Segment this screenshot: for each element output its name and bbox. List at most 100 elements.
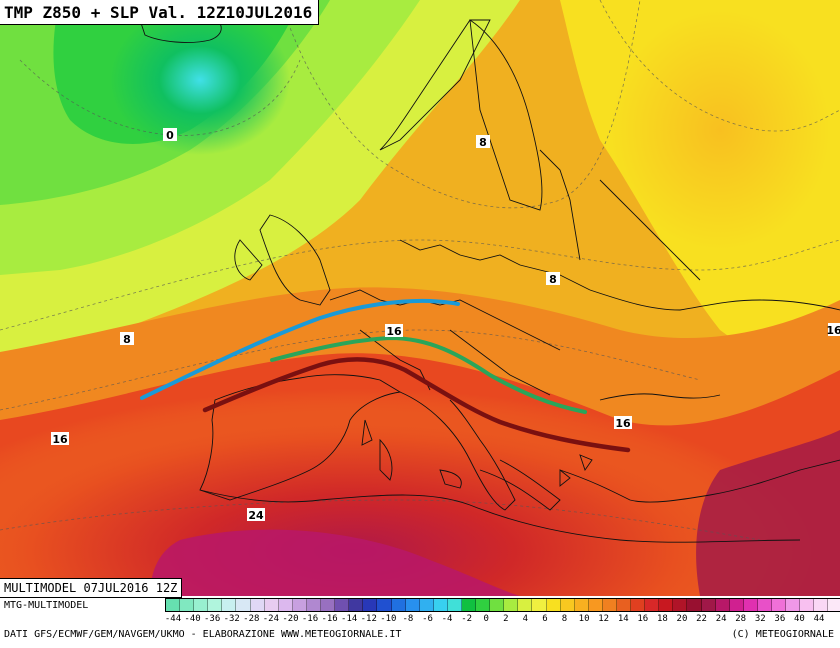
color-swatch	[715, 599, 730, 611]
scale-tick-label: -20	[282, 614, 299, 624]
scale-tick-label: -16	[301, 614, 319, 624]
color-swatch	[292, 599, 307, 611]
color-swatch	[222, 599, 237, 611]
hot-spot-middle-east	[696, 430, 840, 596]
color-swatch	[828, 599, 840, 611]
color-swatch	[560, 599, 575, 611]
scale-tick-label: 18	[656, 614, 668, 624]
svg-text:8: 8	[549, 273, 557, 286]
scale-tick-label: 16	[637, 614, 649, 624]
contour-label: 8	[546, 272, 560, 286]
credits: DATI GFS/ECMWF/GEM/NAVGEM/UKMO - ELABORA…	[4, 629, 402, 640]
color-swatch	[532, 599, 547, 611]
color-swatch	[757, 599, 773, 611]
color-swatch	[321, 599, 336, 611]
map-title: TMP Z850 + SLP Val. 12Z10JUL2016	[0, 0, 320, 25]
scale-tick-label: -12	[360, 614, 377, 624]
scale-tick-label: -36	[204, 614, 221, 624]
darkred-front-line	[202, 357, 631, 453]
copyright: (C) METEOGIORNALE	[731, 629, 834, 640]
color-scale	[165, 598, 840, 612]
color-swatch	[194, 599, 209, 611]
color-swatch	[588, 599, 603, 611]
color-swatch	[236, 599, 251, 611]
model-label: MTG-MULTIMODEL	[4, 600, 89, 611]
color-swatch	[645, 599, 660, 611]
color-swatch	[546, 599, 561, 611]
scale-tick-label: -16	[321, 614, 338, 624]
contour-label: 24	[247, 508, 265, 522]
scale-tick-label: 0	[483, 614, 489, 624]
footer: MTG-MULTIMODEL -44 -40 -36 -32 -28 -24 -20 -16-…	[0, 578, 840, 648]
scale-tick-label: -14	[341, 614, 358, 624]
color-swatch	[786, 599, 801, 611]
color-swatch	[419, 599, 434, 611]
scale-tick-label: -8	[402, 614, 414, 624]
contour-label: 16	[385, 324, 403, 338]
color-swatch	[631, 599, 646, 611]
color-swatch	[659, 599, 674, 611]
cold-core	[110, 5, 290, 155]
hot-spot-africa	[150, 529, 520, 596]
color-swatch	[250, 599, 265, 611]
color-swatch	[264, 599, 279, 611]
contour-label: 8	[476, 135, 490, 149]
color-swatch	[447, 599, 462, 611]
color-swatch	[433, 599, 448, 611]
color-swatch	[335, 599, 350, 611]
color-swatch	[391, 599, 406, 611]
contour-labels: 0 8 8 8 16 16 16 16 24	[51, 128, 840, 522]
green-front-line	[270, 335, 587, 414]
color-swatch	[208, 599, 223, 611]
color-swatch	[476, 599, 491, 611]
scale-tick-label: 12	[598, 614, 610, 624]
contour-label: 16	[826, 323, 840, 337]
color-swatch	[166, 599, 181, 611]
east-warm-patch	[610, 10, 830, 250]
color-swatch	[617, 599, 632, 611]
scale-tick-label: 14	[617, 614, 629, 624]
color-swatch	[602, 599, 617, 611]
scale-tick-label: 2	[503, 614, 509, 624]
svg-text:16: 16	[826, 324, 840, 337]
color-swatch	[377, 599, 392, 611]
color-swatch	[518, 599, 533, 611]
color-swatch	[504, 599, 519, 611]
svg-text:16: 16	[615, 417, 631, 430]
scale-tick-label: -24	[262, 614, 280, 624]
scale-tick-label: 10	[578, 614, 590, 624]
scale-tick-label: 28	[735, 614, 747, 624]
scale-tick-label: 32	[754, 614, 766, 624]
temperature-map: 0 8 8 8 16 16 16 16 24	[0, 0, 840, 596]
svg-text:8: 8	[479, 136, 487, 149]
scale-tick-label: 40	[794, 614, 805, 624]
scale-tick-label: -32	[223, 614, 240, 624]
scale-tick-label: -44	[164, 614, 182, 624]
scale-tick-label: -40	[184, 614, 201, 624]
contour-label: 8	[120, 332, 134, 346]
blue-front-line	[140, 298, 460, 400]
scale-tick-label: 20	[676, 614, 688, 624]
scale-tick-label: -6	[422, 614, 433, 624]
color-swatch	[574, 599, 589, 611]
scale-tick-label: 8	[561, 614, 568, 624]
color-swatch	[461, 599, 477, 611]
svg-text:8: 8	[123, 333, 131, 346]
svg-text:24: 24	[248, 509, 264, 522]
contour-label: 0	[163, 128, 177, 142]
svg-text:16: 16	[52, 433, 68, 446]
scale-tick-label: -2	[461, 614, 473, 624]
color-swatch	[673, 599, 688, 611]
color-swatch	[800, 599, 815, 611]
scale-tick-label: 24	[715, 614, 727, 624]
footer-panel: MTG-MULTIMODEL -44 -40 -36 -32 -28 -24 -20 -16-…	[0, 596, 840, 648]
contour-label: 16	[51, 432, 69, 446]
color-swatch	[687, 599, 702, 611]
color-swatch	[278, 599, 293, 611]
svg-text:0: 0	[166, 129, 174, 142]
color-swatch	[180, 599, 195, 611]
color-swatch	[306, 599, 322, 611]
color-swatch	[772, 599, 787, 611]
color-swatch	[701, 599, 716, 611]
color-swatch	[729, 599, 744, 611]
